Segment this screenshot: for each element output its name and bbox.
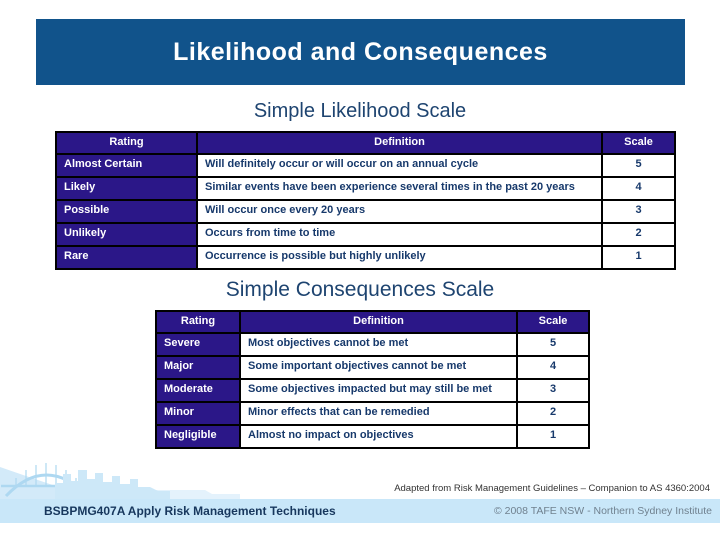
consequences-header-scale: Scale <box>516 310 590 334</box>
definition-cell: Will definitely occur or will occur on a… <box>196 153 603 178</box>
definition-cell: Occurs from time to time <box>196 222 603 247</box>
table-row: Unlikely Occurs from time to time 2 <box>55 222 676 247</box>
likelihood-header-definition: Definition <box>196 131 603 155</box>
definition-cell: Most objectives cannot be met <box>239 332 518 357</box>
scale-cell: 4 <box>601 176 676 201</box>
scale-cell: 2 <box>601 222 676 247</box>
rating-cell: Unlikely <box>55 222 198 247</box>
consequences-header-row: Rating Definition Scale <box>155 310 590 334</box>
table-row: Possible Will occur once every 20 years … <box>55 199 676 224</box>
scale-cell: 1 <box>516 424 590 449</box>
scale-cell: 4 <box>516 355 590 380</box>
scale-cell: 1 <box>601 245 676 270</box>
consequences-header-definition: Definition <box>239 310 518 334</box>
rating-cell: Major <box>155 355 241 380</box>
definition-cell: Similar events have been experience seve… <box>196 176 603 201</box>
consequences-header-rating: Rating <box>155 310 241 334</box>
definition-cell: Will occur once every 20 years <box>196 199 603 224</box>
likelihood-table-title: Simple Likelihood Scale <box>253 100 467 122</box>
rating-cell: Possible <box>55 199 198 224</box>
rating-cell: Negligible <box>155 424 241 449</box>
scale-cell: 5 <box>601 153 676 178</box>
rating-cell: Rare <box>55 245 198 270</box>
attribution-text: Adapted from Risk Management Guidelines … <box>394 483 710 494</box>
table-row: Rare Occurrence is possible but highly u… <box>55 245 676 270</box>
rating-cell: Minor <box>155 401 241 426</box>
likelihood-table: Rating Definition Scale Almost Certain W… <box>55 131 676 270</box>
likelihood-header-scale: Scale <box>601 131 676 155</box>
copyright-text: © 2008 TAFE NSW - Northern Sydney Instit… <box>493 505 712 517</box>
course-code-text: BSBPMG407A Apply Risk Management Techniq… <box>44 504 336 518</box>
definition-cell: Occurrence is possible but highly unlike… <box>196 245 603 270</box>
likelihood-header-rating: Rating <box>55 131 198 155</box>
scale-cell: 3 <box>516 378 590 403</box>
likelihood-header-row: Rating Definition Scale <box>55 131 676 155</box>
rating-cell: Severe <box>155 332 241 357</box>
definition-cell: Some important objectives cannot be met <box>239 355 518 380</box>
scale-cell: 5 <box>516 332 590 357</box>
table-row: Likely Similar events have been experien… <box>55 176 676 201</box>
rating-cell: Moderate <box>155 378 241 403</box>
rating-cell: Likely <box>55 176 198 201</box>
sydney-harbour-bridge-skyline-icon <box>0 463 240 499</box>
footer-band: BSBPMG407A Apply Risk Management Techniq… <box>0 499 720 523</box>
table-row: Moderate Some objectives impacted but ma… <box>155 378 590 403</box>
consequences-table-title: Simple Consequences Scale <box>225 278 495 301</box>
table-row: Negligible Almost no impact on objective… <box>155 424 590 449</box>
table-row: Minor Minor effects that can be remedied… <box>155 401 590 426</box>
table-row: Almost Certain Will definitely occur or … <box>55 153 676 178</box>
scale-cell: 2 <box>516 401 590 426</box>
scale-cell: 3 <box>601 199 676 224</box>
definition-cell: Some objectives impacted but may still b… <box>239 378 518 403</box>
definition-cell: Almost no impact on objectives <box>239 424 518 449</box>
consequences-table: Rating Definition Scale Severe Most obje… <box>155 310 590 449</box>
definition-cell: Minor effects that can be remedied <box>239 401 518 426</box>
slide-title-banner: Likelihood and Consequences <box>36 19 685 85</box>
rating-cell: Almost Certain <box>55 153 198 178</box>
table-row: Major Some important objectives cannot b… <box>155 355 590 380</box>
slide-title: Likelihood and Consequences <box>173 37 548 66</box>
table-row: Severe Most objectives cannot be met 5 <box>155 332 590 357</box>
